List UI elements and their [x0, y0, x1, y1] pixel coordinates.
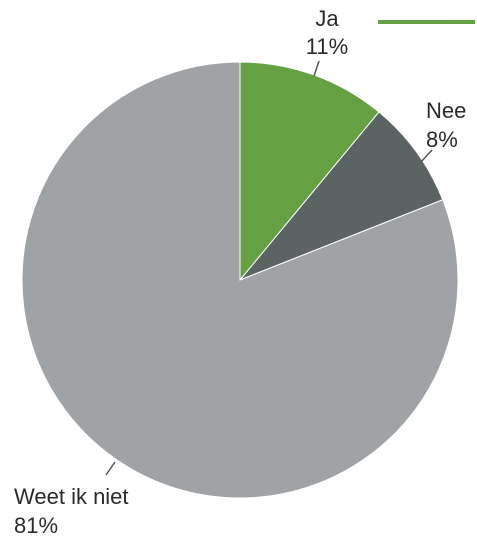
ja-leader-line	[314, 61, 319, 76]
label-nee-percent: 8%	[426, 127, 458, 152]
weet-leader-line	[106, 462, 115, 475]
pie-slices	[22, 62, 458, 498]
label-weet-name: Weet ik niet	[14, 484, 129, 509]
label-weet-percent: 81%	[14, 513, 58, 538]
label-ja-percent: 11%	[306, 34, 348, 59]
label-nee-name: Nee	[426, 98, 466, 123]
label-ja-name: Ja	[315, 6, 339, 31]
